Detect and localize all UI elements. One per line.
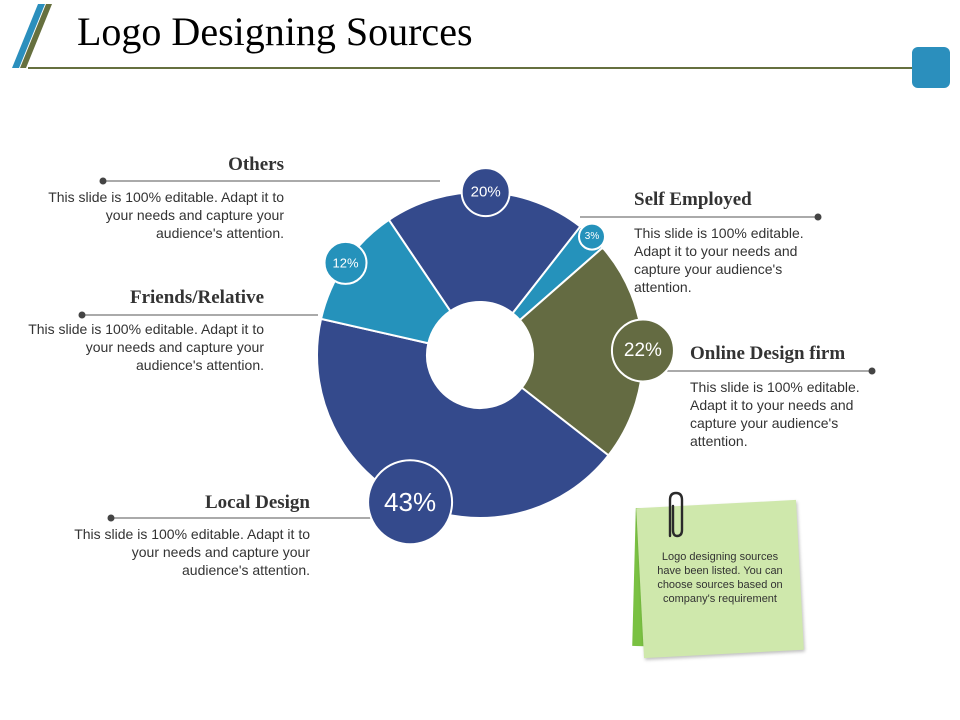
- value-label-friends-relative: 12%: [332, 255, 358, 270]
- leader-dot-online-design-firm: [868, 367, 876, 375]
- leader-dot-others: [99, 177, 107, 185]
- value-badge-local-design: [367, 459, 454, 546]
- label-desc-self-employed: This slide is 100% editable. Adapt it to…: [634, 225, 804, 295]
- donut-slice-others: [387, 191, 582, 315]
- value-badge-others: [460, 167, 511, 218]
- label-title-others: Others: [228, 154, 284, 175]
- label-desc-others: This slide is 100% editable. Adapt it to…: [48, 189, 284, 241]
- value-badge-online-design-firm: [610, 318, 675, 383]
- donut-slice-friends-relative: [319, 218, 452, 345]
- paperclip-icon: [668, 491, 684, 538]
- value-badge-friends-relative: [323, 240, 368, 285]
- value-label-online-design-firm: 22%: [624, 340, 662, 361]
- value-label-local-design: 43%: [384, 487, 436, 517]
- leader-dot-friends-relative: [78, 311, 86, 319]
- title-decoration-slashes: [12, 4, 52, 68]
- page-title: Logo Designing Sources: [77, 9, 473, 54]
- leader-dot-self-employed: [814, 213, 822, 221]
- label-desc-local-design: This slide is 100% editable. Adapt it to…: [74, 526, 310, 578]
- label-desc-friends-relative: This slide is 100% editable. Adapt it to…: [28, 321, 264, 373]
- donut-slice-online-design-firm: [518, 246, 644, 457]
- corner-accent-square: [912, 47, 950, 88]
- label-title-online-design-firm: Online Design firm: [690, 343, 846, 364]
- value-badge-self-employed: [577, 222, 606, 251]
- leader-dot-local-design: [107, 514, 115, 522]
- value-label-others: 20%: [471, 184, 501, 201]
- label-desc-online-design-firm: This slide is 100% editable. Adapt it to…: [690, 379, 860, 449]
- label-title-local-design: Local Design: [204, 492, 310, 513]
- value-label-self-employed: 3%: [585, 231, 600, 242]
- label-title-self-employed: Self Employed: [634, 189, 752, 210]
- label-title-friends-relative: Friends/Relative: [129, 287, 264, 308]
- title-underline: [28, 67, 912, 69]
- sticky-note-text: Logo designing sources have been listed.…: [657, 551, 783, 605]
